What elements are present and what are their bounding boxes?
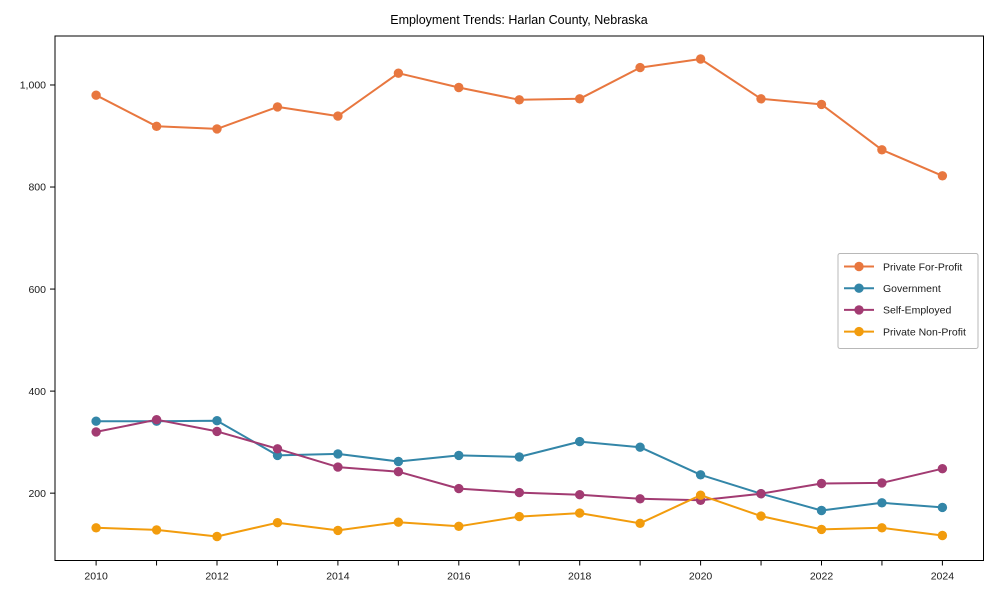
y-tick-label: 200 (28, 488, 46, 500)
y-tick-label: 800 (28, 182, 46, 194)
data-point-government (514, 452, 524, 462)
legend-entry-private-for-profit: Private For-Profit (844, 261, 962, 273)
data-point-private-for-profit (393, 68, 404, 78)
legend-box (837, 253, 979, 349)
data-point-private-for-profit (91, 90, 101, 100)
data-point-government (333, 449, 343, 459)
data-point-self-employed (272, 444, 283, 454)
x-tick-label: 2012 (205, 571, 229, 583)
legend: Private For-Profit Government Self-Employe… (837, 253, 979, 349)
legend-label: Government (883, 283, 941, 295)
data-point-government (937, 502, 948, 513)
data-point-self-employed (877, 478, 887, 488)
x-tick-label: 2014 (326, 571, 350, 583)
data-point-private-non-profit (212, 531, 222, 542)
data-point-government (695, 470, 706, 480)
data-point-private-non-profit (151, 525, 162, 535)
data-point-government (816, 505, 827, 516)
x-tick-label: 2022 (810, 571, 834, 583)
data-point-private-for-profit (575, 94, 585, 104)
data-point-private-for-profit (333, 111, 343, 121)
data-point-private-for-profit (454, 82, 464, 93)
data-point-private-non-profit (514, 511, 524, 522)
data-point-government (635, 442, 645, 452)
x-tick-label: 2024 (931, 571, 955, 583)
data-point-self-employed (333, 462, 343, 472)
y-tick-label: 600 (28, 284, 46, 296)
x-tick-label: 2010 (84, 571, 108, 583)
data-point-private-non-profit (91, 523, 101, 533)
legend-entry-government: Government (844, 283, 941, 295)
data-point-self-employed (151, 415, 162, 425)
legend-marker-icon (854, 305, 864, 315)
data-point-self-employed (454, 483, 464, 494)
data-point-self-employed (635, 494, 645, 504)
x-tick-label: 2020 (689, 571, 713, 583)
legend-marker-icon (854, 261, 864, 272)
series-line-private-for-profit (95, 58, 944, 177)
data-point-private-for-profit (272, 102, 283, 112)
data-point-private-non-profit (454, 521, 464, 531)
data-point-self-employed (514, 487, 524, 498)
data-point-government (575, 436, 585, 447)
data-point-private-for-profit (151, 121, 162, 131)
data-point-government (877, 498, 887, 508)
data-point-private-non-profit (937, 530, 948, 541)
legend-label: Private Non-Profit (883, 326, 966, 338)
data-point-self-employed (575, 490, 585, 500)
series-layer (91, 54, 948, 542)
data-point-private-non-profit (756, 511, 766, 521)
data-point-self-employed (756, 489, 766, 499)
data-point-government (91, 416, 101, 426)
legend-entry-self-employed: Self-Employed (844, 305, 951, 317)
data-point-private-for-profit (877, 145, 887, 155)
data-point-self-employed (816, 478, 827, 489)
x-tick-label: 2018 (568, 571, 592, 583)
y-tick-label: 1,000 (20, 80, 46, 92)
legend-entry-private-non-profit: Private Non-Profit (844, 326, 966, 338)
x-tick-label: 2016 (447, 571, 471, 583)
data-point-private-non-profit (816, 524, 827, 535)
data-point-government (393, 456, 404, 467)
legend-marker-icon (854, 326, 864, 337)
axes-layer: 200 400 600 800 1,000 2010 2012 2014 2016 2018 202… (20, 35, 984, 583)
data-point-private-non-profit (333, 525, 343, 536)
data-point-self-employed (393, 467, 404, 477)
data-point-private-non-profit (393, 517, 404, 527)
data-point-private-non-profit (695, 490, 706, 500)
data-point-government (454, 450, 464, 461)
data-point-private-non-profit (635, 518, 645, 528)
data-point-government (212, 416, 222, 426)
chart-title: Employment Trends: Harlan County, Nebras… (390, 13, 648, 27)
data-point-private-for-profit (212, 124, 222, 134)
data-point-private-for-profit (937, 171, 948, 181)
data-point-private-non-profit (575, 508, 585, 518)
data-point-private-for-profit (514, 95, 524, 105)
data-point-private-for-profit (695, 54, 706, 64)
legend-label: Self-Employed (883, 305, 951, 317)
legend-label: Private For-Profit (883, 261, 962, 273)
data-point-private-non-profit (877, 523, 887, 533)
data-point-self-employed (91, 427, 101, 437)
legend-marker-icon (854, 283, 864, 293)
data-point-private-for-profit (756, 94, 766, 104)
data-point-government (272, 450, 283, 461)
data-point-private-for-profit (816, 99, 827, 110)
y-tick-label: 400 (28, 386, 46, 398)
data-point-private-non-profit (272, 518, 283, 528)
data-point-self-employed (212, 426, 222, 437)
data-point-self-employed (937, 464, 948, 474)
data-point-private-for-profit (635, 62, 645, 73)
